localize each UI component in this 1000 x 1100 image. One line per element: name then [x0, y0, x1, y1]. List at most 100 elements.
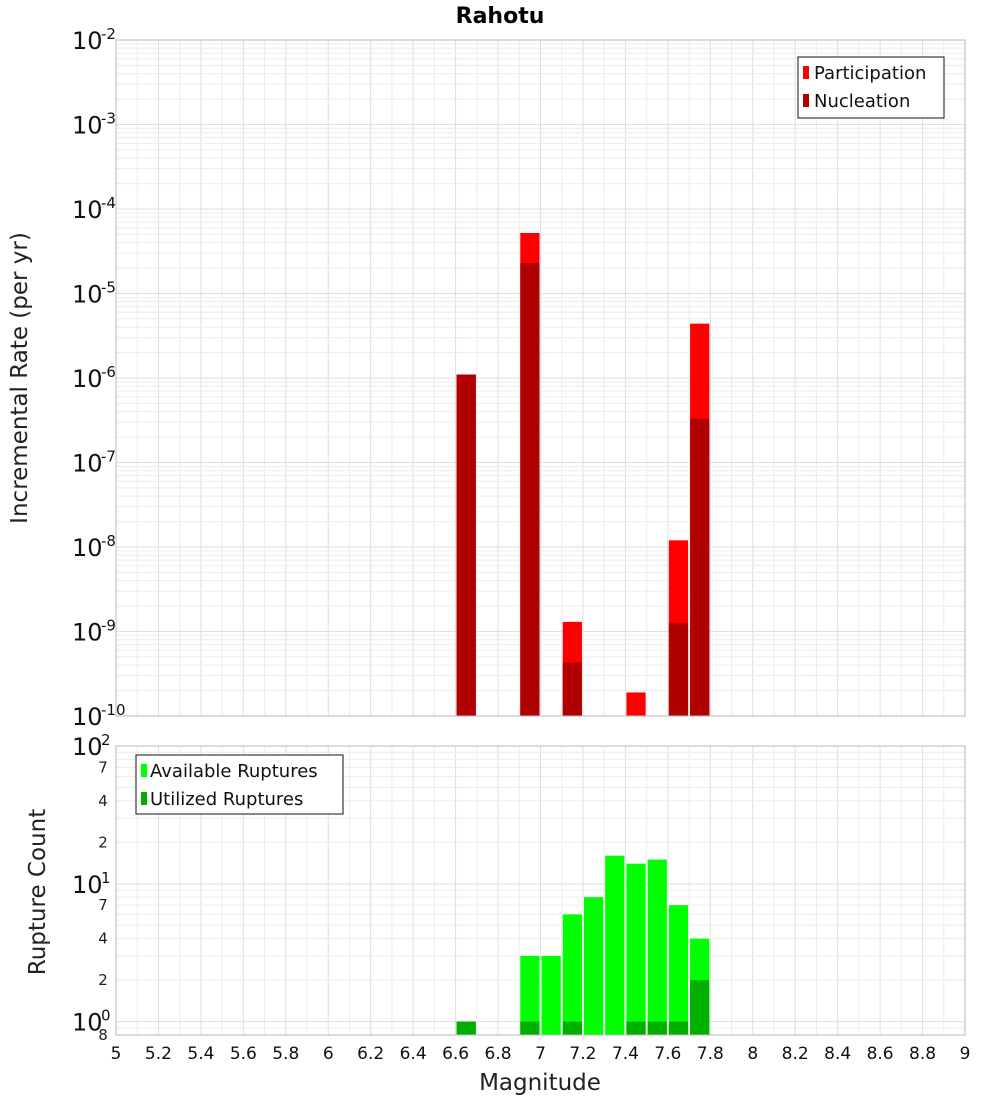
- x-tick: 7.8: [697, 1044, 724, 1064]
- top-plot-area: 10-210-310-410-510-610-710-810-910-10 In…: [7, 25, 966, 731]
- x-axis-label: Magnitude: [479, 1070, 601, 1096]
- y-tick-minor: 2: [98, 833, 108, 851]
- bar-nucleation: [520, 262, 540, 716]
- x-tick: 9: [960, 1044, 971, 1064]
- y-tick-decade-exponent: -7: [101, 448, 116, 466]
- x-tick: 5: [111, 1044, 122, 1064]
- bottom-y-axis-label: Rupture Count: [25, 809, 51, 975]
- top-legend-box: [797, 56, 945, 119]
- x-tick: 5.4: [187, 1044, 214, 1064]
- y-tick-decade: 10: [72, 733, 103, 761]
- x-tick: 8.6: [867, 1044, 894, 1064]
- x-tick: 7.4: [612, 1044, 639, 1064]
- top-plot-grid: [116, 40, 965, 716]
- chart-title: Rahotu: [456, 4, 545, 29]
- legend-swatch-participation: [803, 66, 809, 79]
- y-tick-decade-exponent: -4: [101, 194, 116, 212]
- x-tick: 6.2: [357, 1044, 384, 1064]
- y-tick-decade-exponent: -5: [101, 279, 116, 297]
- bar-available-ruptures: [520, 955, 540, 1035]
- y-tick-minor: 2: [98, 971, 108, 989]
- top-y-tick-labels: 10-210-310-410-510-610-710-810-910-10: [72, 25, 126, 731]
- legend-label-nucleation: Nucleation: [814, 91, 910, 112]
- bar-available-ruptures: [605, 855, 625, 1035]
- y-tick-decade: 10: [72, 365, 103, 393]
- y-tick-decade: 10: [72, 196, 103, 224]
- utilized-ruptures-bars: [456, 980, 710, 1035]
- bar-available-ruptures: [647, 859, 667, 1035]
- y-tick-decade: 10: [72, 619, 103, 647]
- legend-label-available: Available Ruptures: [150, 761, 318, 782]
- y-tick-decade: 10: [72, 281, 103, 309]
- x-tick: 6.8: [485, 1044, 512, 1064]
- bottom-legend: Available Ruptures Utilized Ruptures: [135, 754, 344, 815]
- x-tick: 5.8: [272, 1044, 299, 1064]
- y-tick-decade-exponent: -6: [101, 363, 116, 381]
- y-tick-decade: 10: [72, 1009, 103, 1037]
- x-tick: 7: [535, 1044, 546, 1064]
- y-tick-minor: 7: [98, 758, 108, 776]
- y-tick-minor: 4: [98, 930, 108, 948]
- x-tick: 8: [747, 1044, 758, 1064]
- y-tick-decade: 10: [72, 871, 103, 899]
- y-tick-decade-exponent: -2: [101, 25, 116, 43]
- bar-utilized-ruptures: [647, 1021, 667, 1035]
- y-tick-decade-exponent: -8: [101, 532, 116, 550]
- x-tick: 8.2: [782, 1044, 809, 1064]
- x-tick: 7.6: [654, 1044, 681, 1064]
- bar-nucleation: [690, 418, 710, 716]
- x-tick: 6: [323, 1044, 334, 1064]
- y-tick-decade: 10: [72, 450, 103, 478]
- bar-available-ruptures: [562, 914, 582, 1035]
- bar-utilized-ruptures: [456, 1021, 476, 1035]
- top-legend: Participation Nucleation: [797, 56, 945, 119]
- legend-swatch-nucleation: [803, 94, 809, 107]
- x-tick: 8.4: [824, 1044, 851, 1064]
- y-tick-minor: 8: [98, 1026, 108, 1044]
- legend-label-utilized: Utilized Ruptures: [150, 789, 303, 810]
- top-y-axis-label: Incremental Rate (per yr): [7, 232, 33, 524]
- top-plot-border: [115, 39, 966, 717]
- x-tick: 8.8: [909, 1044, 936, 1064]
- y-tick-decade-exponent: 0: [101, 1007, 111, 1025]
- legend-swatch-utilized: [141, 792, 147, 805]
- bar-utilized-ruptures: [626, 1021, 646, 1035]
- bar-utilized-ruptures: [668, 1021, 689, 1035]
- bar-available-ruptures: [541, 955, 561, 1035]
- legend-label-participation: Participation: [814, 63, 926, 84]
- nucleation-bars: [456, 262, 710, 716]
- y-tick-decade-exponent: -10: [101, 701, 126, 719]
- bar-utilized-ruptures: [562, 1021, 582, 1035]
- bar-available-ruptures: [626, 863, 646, 1035]
- y-tick-minor: 4: [98, 792, 108, 810]
- y-tick-decade-exponent: 2: [101, 731, 111, 749]
- bar-utilized-ruptures: [690, 980, 710, 1035]
- x-tick: 5.6: [230, 1044, 257, 1064]
- bar-available-ruptures: [583, 897, 604, 1035]
- x-tick: 6.6: [442, 1044, 469, 1064]
- x-tick: 5.2: [145, 1044, 172, 1064]
- y-tick-minor: 7: [98, 896, 108, 914]
- y-tick-decade: 10: [72, 27, 103, 55]
- y-tick-decade-exponent: 1: [101, 869, 111, 887]
- bar-nucleation: [456, 374, 476, 716]
- bar-utilized-ruptures: [520, 1021, 540, 1035]
- bar-nucleation: [562, 662, 582, 716]
- bottom-legend-box: [135, 754, 344, 815]
- y-tick-decade: 10: [72, 703, 103, 731]
- bar-available-ruptures: [668, 905, 689, 1035]
- x-tick: 7.2: [569, 1044, 596, 1064]
- bar-participation: [626, 692, 646, 716]
- y-tick-decade-exponent: -3: [101, 110, 116, 128]
- legend-swatch-available: [141, 764, 147, 777]
- x-tick: 6.4: [400, 1044, 427, 1064]
- y-tick-decade-exponent: -9: [101, 617, 116, 635]
- bottom-plot-border: [115, 745, 966, 1036]
- x-tick-labels: 5 5.2 5.4 5.6 5.8 6 6.2 6.4 6.6 6.8 7 7.2 7.4 7.6 7.8 8…: [111, 1044, 971, 1064]
- y-tick-decade: 10: [72, 112, 103, 140]
- y-tick-decade: 10: [72, 534, 103, 562]
- bar-nucleation: [668, 623, 689, 716]
